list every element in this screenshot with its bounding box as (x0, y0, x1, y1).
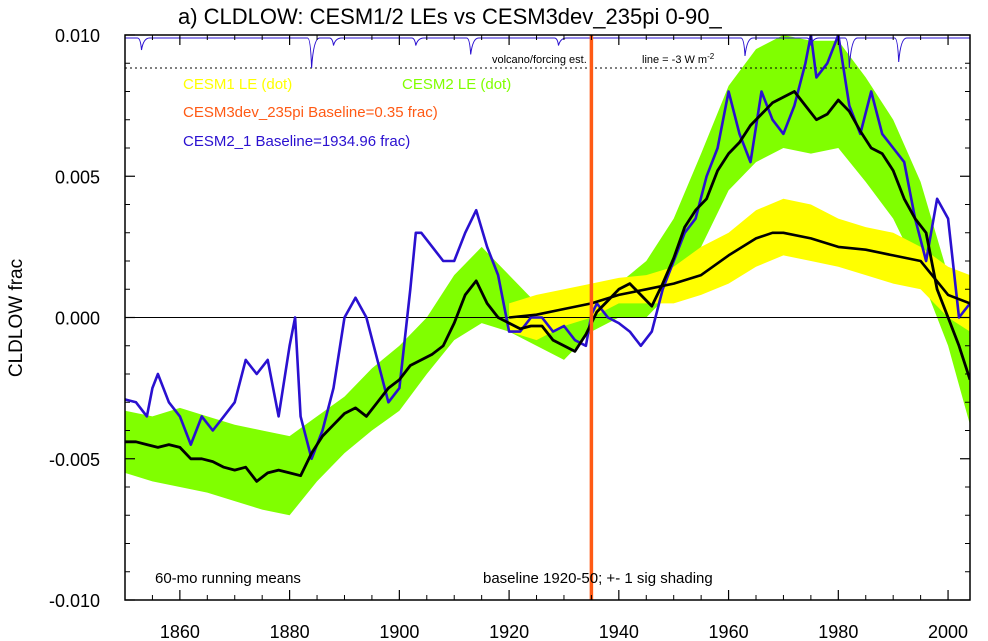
band-1 (509, 198, 970, 341)
line-scale-superscript: -2 (707, 52, 715, 61)
band-0 (125, 35, 970, 516)
baseline-note: baseline 1920-50; +- 1 sig shading (483, 570, 713, 587)
ensemble-bands (125, 35, 970, 516)
x-tick-label: 1920 (489, 622, 529, 641)
series-line-1 (125, 90, 970, 483)
y-tick-label: -0.010 (49, 591, 100, 611)
series-line-0 (125, 35, 970, 461)
y-tick-label: -0.005 (49, 450, 100, 470)
x-tick-label: 1940 (599, 622, 639, 641)
chart-title: a) CLDLOW: CESM1/2 LEs vs CESM3dev_235pi… (178, 4, 722, 29)
axes: 1860 1880 1900 1920 1940 1960 1980 2000 -0.010 -0… (49, 26, 970, 641)
line-scale-text: line = -3 W m (642, 54, 707, 66)
legend-cesm3: CESM3dev_235pi Baseline=0.35 frac) (183, 104, 438, 121)
x-tick-label: 1980 (818, 622, 858, 641)
y-tick-label: 0.010 (55, 26, 100, 46)
x-tick-label: 1880 (270, 622, 310, 641)
legend-cesm2: CESM2 LE (dot) (402, 76, 511, 93)
x-tick-label: 1860 (160, 622, 200, 641)
y-tick-label: 0.005 (55, 167, 100, 187)
y-axis-label: CLDLOW frac (6, 259, 27, 377)
volcano-label: volcano/forcing est. (492, 54, 587, 66)
y-tick-label: 0.000 (55, 309, 100, 329)
volcano-forcing-line (125, 37, 970, 69)
legend-cesm1: CESM1 LE (dot) (183, 76, 292, 93)
line-scale-label: line = -3 W m-2 (642, 52, 715, 66)
running-means-note: 60-mo running means (155, 570, 301, 587)
x-tick-label: 1960 (709, 622, 749, 641)
legend-cesm2-1: CESM2_1 Baseline=1934.96 frac) (183, 133, 410, 150)
x-tick-label: 2000 (928, 622, 968, 641)
volcano-forcing (125, 37, 970, 69)
x-tick-label: 1900 (379, 622, 419, 641)
